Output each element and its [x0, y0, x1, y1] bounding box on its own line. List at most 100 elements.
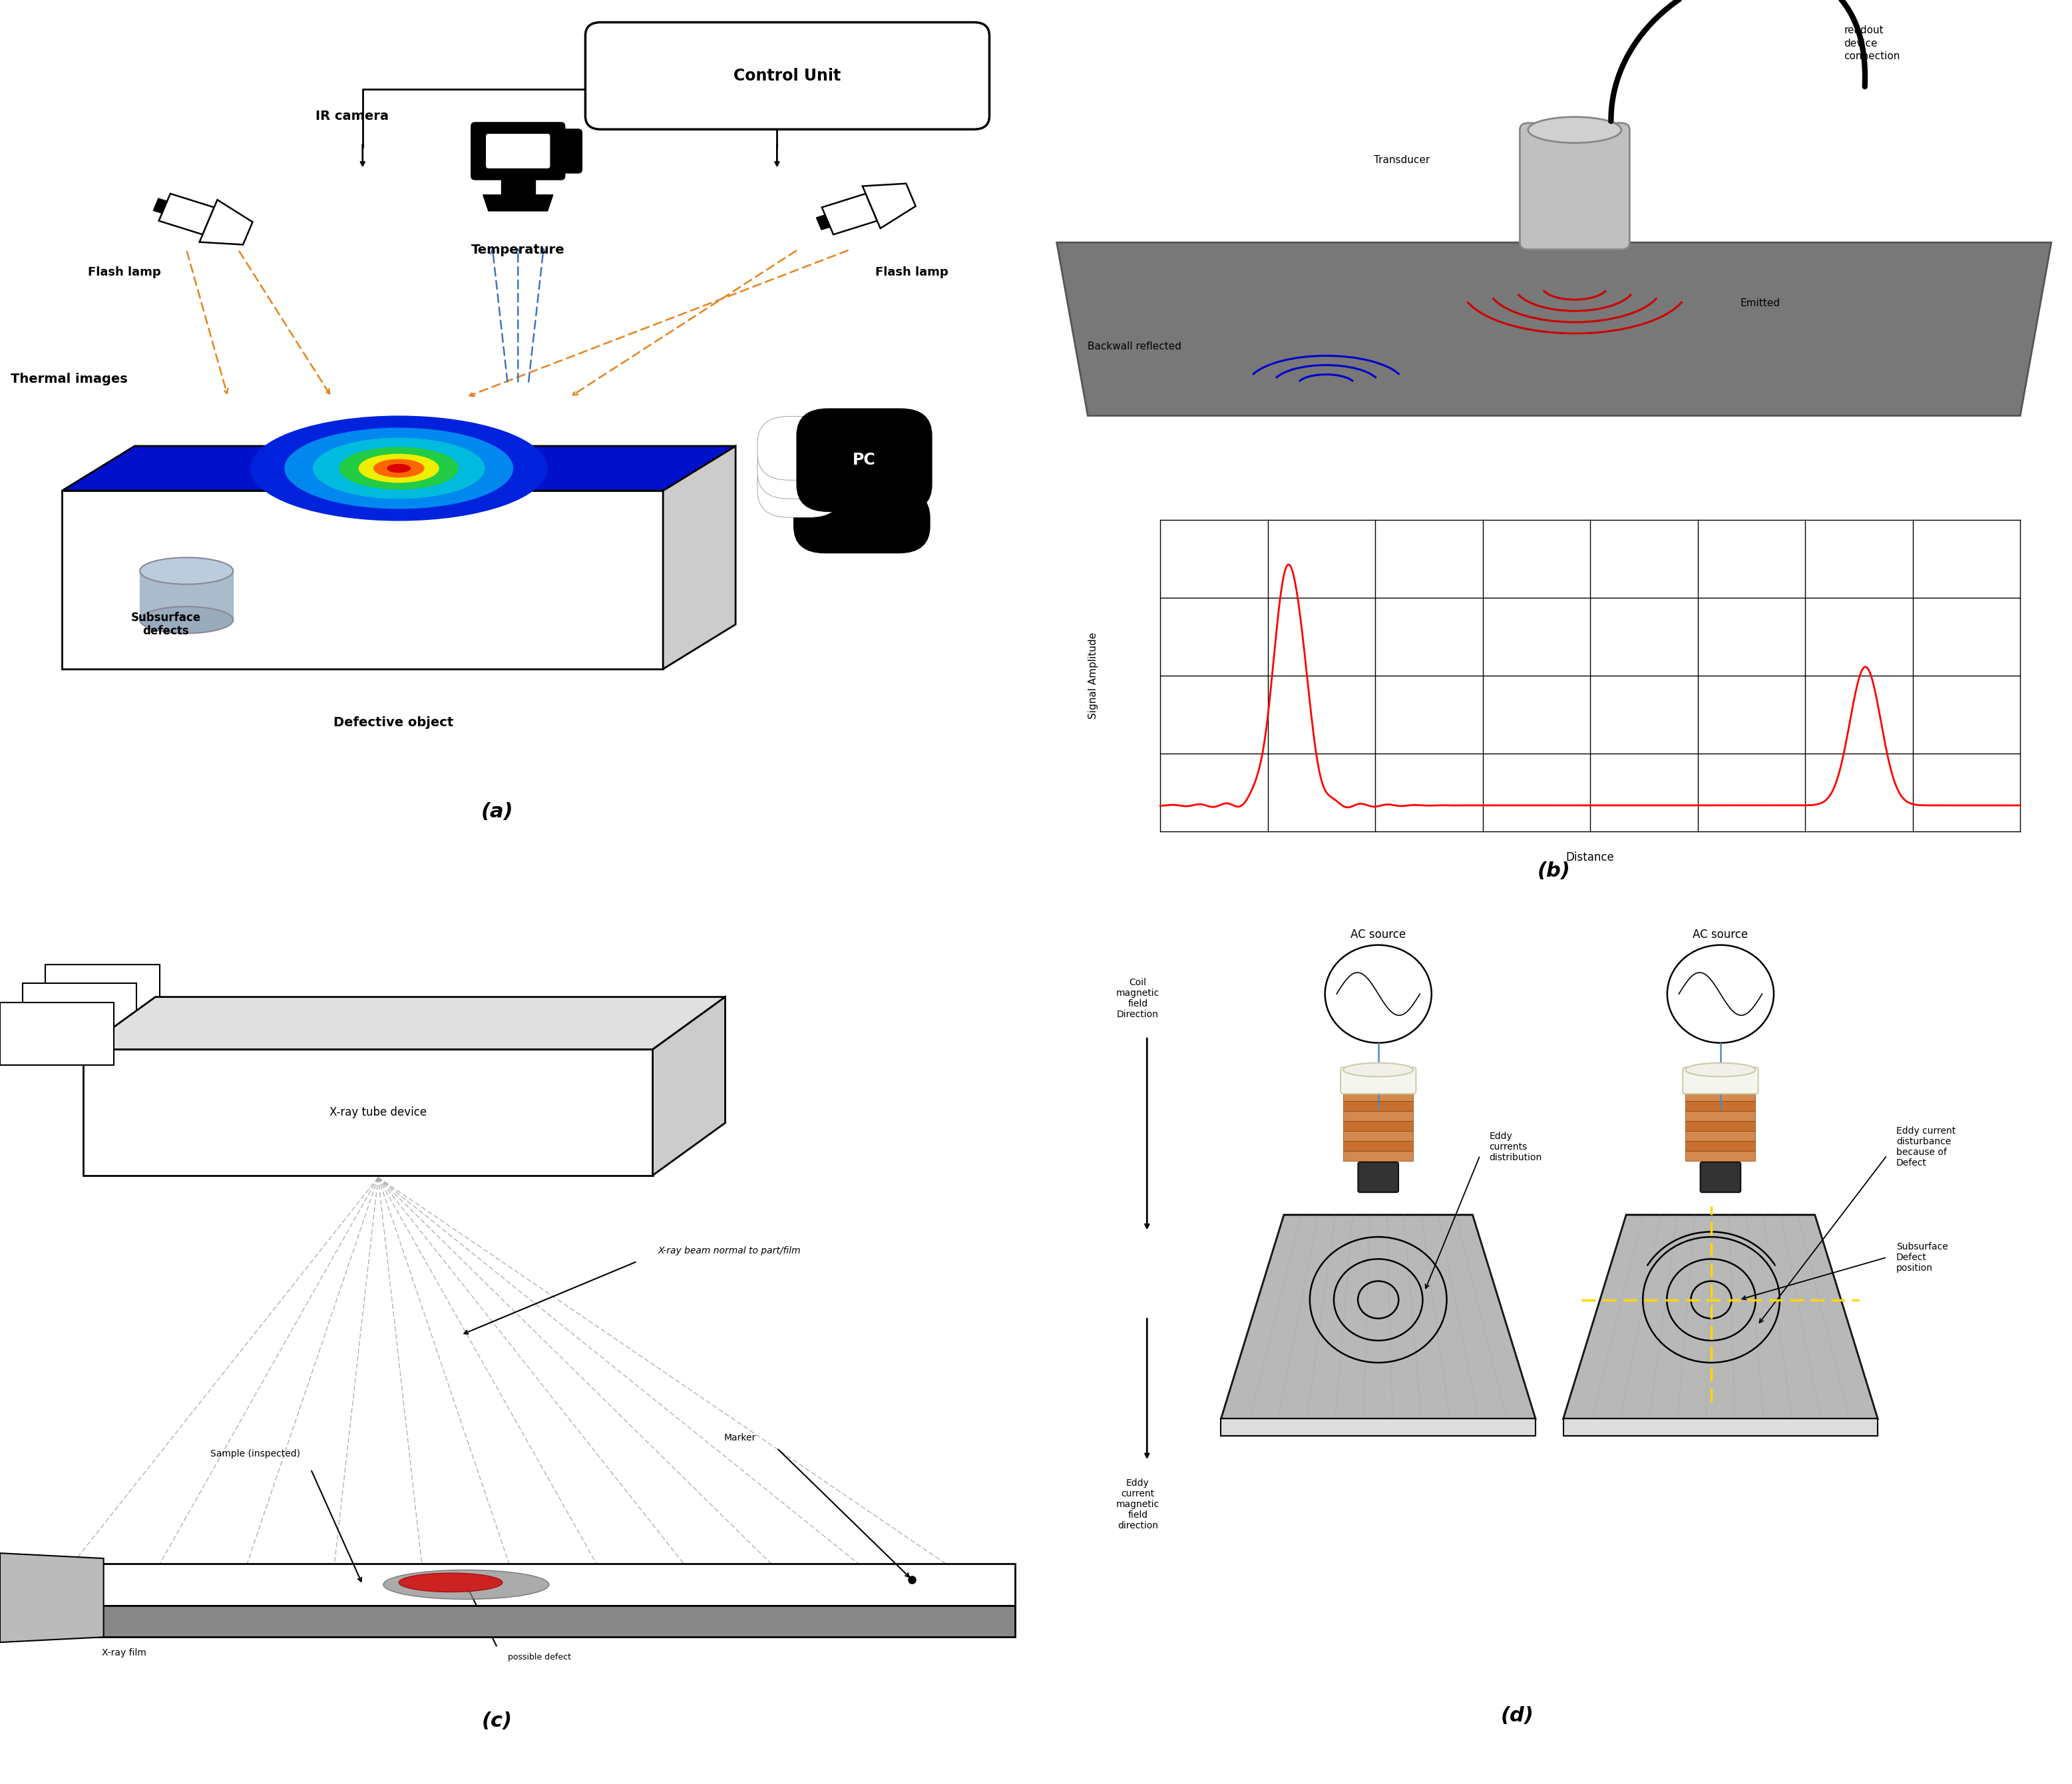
Polygon shape [816, 214, 831, 230]
Text: Sample (inspected): Sample (inspected) [211, 1449, 300, 1459]
FancyBboxPatch shape [557, 128, 582, 173]
Polygon shape [153, 198, 168, 214]
Text: (c): (c) [483, 1711, 512, 1730]
FancyBboxPatch shape [758, 416, 841, 480]
Text: readout
device
connection: readout device connection [1844, 25, 1900, 61]
Text: Signal Amplitude: Signal Amplitude [1088, 632, 1098, 719]
Ellipse shape [141, 607, 234, 633]
FancyBboxPatch shape [1343, 1101, 1413, 1111]
Polygon shape [653, 997, 725, 1176]
Polygon shape [839, 507, 889, 516]
FancyBboxPatch shape [1357, 1161, 1399, 1192]
Text: Emitted: Emitted [1740, 298, 1780, 309]
FancyBboxPatch shape [1685, 1081, 1755, 1092]
Text: Flash lamp: Flash lamp [874, 266, 949, 278]
FancyBboxPatch shape [783, 425, 814, 501]
Ellipse shape [251, 416, 547, 521]
Text: AC source: AC source [1351, 928, 1407, 940]
FancyBboxPatch shape [816, 426, 912, 494]
Text: PC: PC [854, 451, 876, 467]
Text: Subsurface
Defect
position: Subsurface Defect position [1896, 1242, 1948, 1272]
Ellipse shape [358, 455, 439, 482]
Polygon shape [1562, 1215, 1877, 1418]
Polygon shape [160, 194, 213, 234]
Polygon shape [0, 1003, 114, 1065]
Text: X-ray film: X-ray film [102, 1648, 147, 1657]
Ellipse shape [340, 448, 458, 489]
FancyBboxPatch shape [1521, 123, 1629, 250]
Polygon shape [823, 194, 876, 234]
Polygon shape [83, 1049, 653, 1176]
FancyBboxPatch shape [470, 123, 566, 180]
Ellipse shape [387, 464, 410, 473]
Text: Eddy
current
magnetic
field
direction: Eddy current magnetic field direction [1117, 1479, 1160, 1531]
Polygon shape [0, 1554, 104, 1643]
Polygon shape [62, 446, 736, 491]
FancyBboxPatch shape [1343, 1081, 1413, 1092]
FancyBboxPatch shape [758, 435, 841, 500]
FancyBboxPatch shape [1343, 1142, 1413, 1151]
Text: Transducer: Transducer [1374, 155, 1430, 166]
Polygon shape [1220, 1418, 1535, 1436]
Polygon shape [62, 491, 663, 669]
Polygon shape [21, 1606, 1015, 1638]
FancyBboxPatch shape [1682, 1067, 1759, 1094]
FancyBboxPatch shape [584, 21, 990, 130]
FancyBboxPatch shape [1685, 1151, 1755, 1161]
Text: Control Unit: Control Unit [733, 68, 841, 84]
Text: Thermal images: Thermal images [10, 373, 126, 385]
Polygon shape [1562, 1418, 1877, 1436]
FancyBboxPatch shape [487, 134, 549, 168]
Polygon shape [23, 983, 137, 1045]
Ellipse shape [398, 1573, 503, 1591]
Text: (d): (d) [1500, 1706, 1533, 1725]
FancyBboxPatch shape [1685, 1131, 1755, 1142]
Ellipse shape [313, 439, 485, 498]
Ellipse shape [1685, 1063, 1755, 1078]
Polygon shape [199, 200, 253, 244]
Polygon shape [862, 184, 916, 228]
Text: AC source: AC source [1693, 928, 1749, 940]
Polygon shape [141, 571, 234, 621]
Text: X-ray beam normal to part/film: X-ray beam normal to part/film [659, 1247, 800, 1256]
Ellipse shape [286, 428, 514, 508]
Text: (b): (b) [1537, 862, 1571, 881]
FancyBboxPatch shape [1343, 1092, 1413, 1101]
Ellipse shape [1343, 1063, 1413, 1078]
FancyBboxPatch shape [794, 491, 930, 553]
Text: Defective object: Defective object [334, 715, 454, 730]
FancyBboxPatch shape [1343, 1131, 1413, 1142]
Text: Flash lamp: Flash lamp [87, 266, 162, 278]
Text: Marker: Marker [725, 1433, 756, 1441]
Text: X-ray tube device: X-ray tube device [329, 1106, 427, 1119]
Ellipse shape [383, 1570, 549, 1598]
Polygon shape [501, 177, 535, 194]
Text: possible defect: possible defect [508, 1652, 572, 1661]
Text: Coil
magnetic
field
Direction: Coil magnetic field Direction [1117, 978, 1160, 1019]
FancyBboxPatch shape [1685, 1092, 1755, 1101]
FancyBboxPatch shape [1343, 1120, 1413, 1131]
Text: Temperature: Temperature [470, 243, 566, 257]
Text: Subsurface
defects: Subsurface defects [131, 612, 201, 637]
Text: Backwall reflected: Backwall reflected [1088, 341, 1181, 351]
Text: Distance: Distance [1566, 851, 1614, 863]
Ellipse shape [141, 557, 234, 583]
Polygon shape [1220, 1215, 1535, 1418]
Ellipse shape [1529, 118, 1622, 143]
Text: Eddy current
disturbance
because of
Defect: Eddy current disturbance because of Defe… [1896, 1126, 1956, 1169]
FancyBboxPatch shape [1685, 1101, 1755, 1111]
FancyBboxPatch shape [1685, 1120, 1755, 1131]
Text: IR camera: IR camera [315, 109, 390, 123]
FancyBboxPatch shape [1343, 1151, 1413, 1161]
Ellipse shape [373, 460, 425, 476]
FancyBboxPatch shape [758, 453, 841, 517]
Polygon shape [21, 1563, 1015, 1606]
FancyBboxPatch shape [1341, 1067, 1415, 1094]
Polygon shape [663, 446, 736, 669]
Text: (a): (a) [481, 803, 514, 821]
Circle shape [1668, 946, 1774, 1044]
FancyBboxPatch shape [798, 409, 932, 512]
Polygon shape [83, 997, 725, 1049]
Text: Eddy
currents
distribution: Eddy currents distribution [1490, 1131, 1542, 1163]
Circle shape [1324, 946, 1432, 1044]
